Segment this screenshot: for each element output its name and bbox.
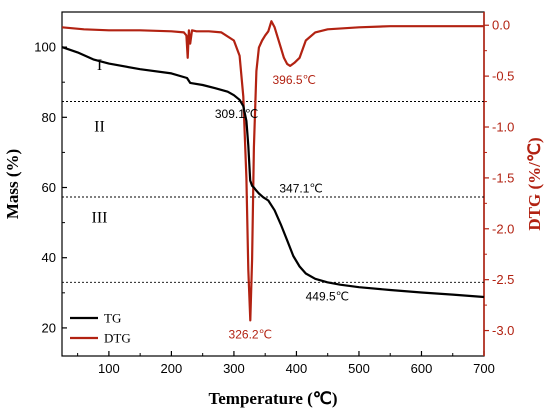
temperature-annotation: 326.2℃ (229, 327, 273, 341)
x-axis-ticks: 100 200 300 400 500 600 700 (77, 351, 495, 376)
right-y-axis-title: DTG (%/℃) (525, 137, 544, 230)
dtg-series-line (61, 20, 484, 322)
x-tick-label: 200 (161, 361, 183, 376)
right-y-tick-label: -3.0 (492, 323, 514, 338)
x-tick-label: 700 (473, 361, 495, 376)
x-tick-label: 500 (348, 361, 370, 376)
right-y-tick-label: -0.5 (492, 69, 514, 84)
temperature-annotation: 449.5℃ (306, 289, 350, 303)
left-y-axis-title: Mass (%) (3, 149, 22, 219)
legend-dtg-label: DTG (104, 331, 131, 346)
x-tick-label: 100 (98, 361, 120, 376)
left-y-tick-label: 60 (42, 180, 56, 195)
left-y-tick-label: 20 (42, 320, 56, 335)
left-y-tick-label: 80 (42, 110, 56, 125)
right-y-axis-ticks: 0.0 -0.5 -1.0 -1.5 -2.0 -2.5 -3.0 (483, 12, 514, 356)
temperature-annotations: 309.1℃ 347.1℃ 449.5℃ 326.2℃ 396.5℃ (215, 73, 349, 341)
right-y-tick-label: 0.0 (492, 18, 510, 33)
left-y-tick-label: 100 (34, 40, 56, 55)
region-label: III (92, 210, 108, 227)
region-label: I (97, 57, 102, 74)
right-y-tick-label: -2.5 (492, 272, 514, 287)
right-y-tick-label: -2.0 (492, 221, 514, 236)
temperature-annotation: 309.1℃ (215, 107, 259, 121)
temperature-annotation: 347.1℃ (279, 181, 323, 195)
x-axis-title: Temperature (℃) (208, 389, 337, 408)
reference-lines (62, 101, 484, 283)
x-tick-label: 400 (286, 361, 308, 376)
right-y-tick-label: -1.0 (492, 120, 514, 135)
legend: TG DTG (70, 311, 131, 346)
temperature-annotation: 396.5℃ (272, 73, 316, 87)
x-tick-label: 300 (223, 361, 245, 376)
plot-area-frame (61, 11, 485, 357)
left-y-axis-ticks: 20 40 60 80 100 (34, 40, 67, 335)
x-tick-label: 600 (411, 361, 433, 376)
tg-series-line (61, 46, 485, 299)
region-label: II (94, 118, 105, 135)
legend-tg-label: TG (104, 311, 121, 326)
right-y-tick-label: -1.5 (492, 170, 514, 185)
left-y-tick-label: 40 (42, 250, 56, 265)
